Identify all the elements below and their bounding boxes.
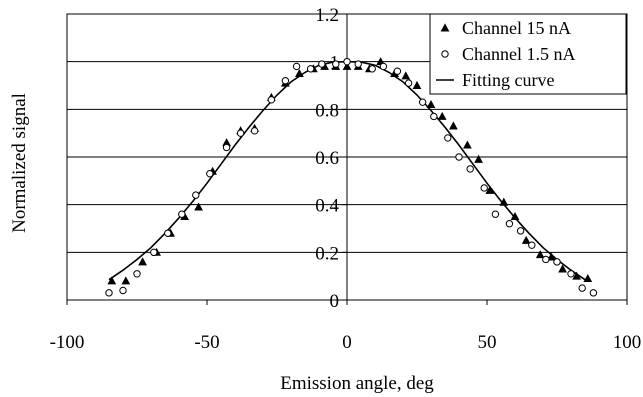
point-channel-1-5na-8 — [222, 143, 231, 152]
point-channel-1-5na-34 — [553, 258, 561, 266]
point-channel-1-5na-27 — [466, 165, 474, 173]
point-channel-1-5na-36 — [578, 284, 586, 292]
point-channel-15na-2 — [138, 257, 147, 266]
point-channel-1-5na-32 — [528, 241, 536, 249]
point-channel-1-5na-20 — [379, 62, 388, 71]
point-channel-15na-30 — [499, 197, 509, 206]
y-tick-label-3: 0.6 — [315, 148, 339, 169]
legend: Channel 15 nA Channel 1.5 nA Fitting cur… — [429, 13, 627, 95]
legend-entry-fitting-curve: Fitting curve — [462, 70, 555, 90]
point-channel-1-5na-4 — [164, 229, 172, 237]
x-axis-label: Emission angle, deg — [280, 373, 434, 394]
point-channel-1-5na-24 — [430, 112, 438, 121]
point-channel-1-5na-14 — [306, 65, 315, 73]
point-channel-1-5na-21 — [393, 67, 402, 75]
point-channel-1-5na-0 — [105, 289, 113, 297]
point-channel-15na-37 — [583, 273, 593, 282]
point-channel-15na-25 — [437, 111, 447, 120]
point-channel-1-5na-3 — [150, 248, 158, 257]
x-tick-label-0: -100 — [50, 332, 85, 353]
point-channel-1-5na-31 — [516, 227, 525, 235]
point-channel-1-5na-18 — [354, 60, 362, 68]
x-tick-label-1: -50 — [194, 332, 219, 353]
y-tick-label-2: 0.4 — [315, 196, 339, 217]
point-channel-15na-1 — [121, 276, 131, 285]
x-tick-label-2: 0 — [342, 332, 352, 353]
y-tick-label-6: 1.2 — [315, 5, 339, 26]
legend-entry-channel-15na: Channel 15 nA — [462, 18, 571, 38]
point-channel-1-5na-30 — [505, 220, 514, 228]
point-channel-1-5na-26 — [455, 153, 463, 161]
point-channel-15na-17 — [342, 61, 352, 70]
legend-triangle-marker — [440, 23, 450, 32]
point-channel-1-5na-10 — [250, 127, 259, 135]
point-channel-1-5na-6 — [192, 191, 200, 199]
point-channel-15na-31 — [510, 211, 520, 221]
point-channel-1-5na-33 — [542, 255, 550, 264]
point-channel-15na-33 — [535, 250, 545, 259]
point-channel-1-5na-16 — [332, 60, 340, 68]
point-channel-1-5na-15 — [318, 60, 326, 68]
point-channel-1-5na-28 — [480, 184, 488, 192]
point-channel-1-5na-37 — [589, 289, 598, 297]
point-channel-15na-23 — [412, 80, 422, 89]
point-channel-1-5na-9 — [236, 129, 245, 137]
data-marks — [105, 57, 598, 297]
point-channel-15na-32 — [521, 235, 531, 244]
legend-box — [429, 13, 627, 95]
point-channel-1-5na-12 — [281, 77, 290, 85]
x-tick-label-4: 100 — [613, 332, 642, 353]
point-channel-1-5na-19 — [368, 65, 376, 73]
point-channel-1-5na-5 — [178, 210, 186, 218]
point-channel-1-5na-23 — [418, 98, 427, 106]
point-channel-1-5na-22 — [404, 79, 413, 87]
point-channel-15na-27 — [463, 140, 472, 149]
point-channel-1-5na-25 — [444, 134, 452, 142]
point-channel-1-5na-11 — [267, 96, 276, 104]
point-channel-15na-22 — [401, 71, 411, 80]
point-channel-15na-13 — [295, 68, 304, 78]
point-channel-1-5na-1 — [119, 286, 127, 295]
point-channel-15na-35 — [558, 264, 567, 273]
point-channel-15na-24 — [426, 99, 436, 109]
point-channel-15na-26 — [449, 121, 458, 130]
point-channel-1-5na-13 — [292, 62, 301, 71]
y-tick-label-0: 0 — [330, 291, 340, 312]
point-channel-1-5na-29 — [491, 210, 500, 218]
y-tick-label-1: 0.2 — [315, 243, 339, 264]
point-channel-15na-28 — [474, 154, 483, 163]
point-channel-15na-36 — [572, 271, 581, 280]
x-tick-label-3: 50 — [478, 332, 497, 353]
point-channel-15na-8 — [222, 138, 231, 147]
point-channel-1-5na-35 — [567, 270, 575, 278]
legend-entry-channel-1-5na: Channel 1.5 nA — [462, 44, 575, 64]
y-axis-label: Normalized signal — [9, 93, 30, 233]
point-channel-1-5na-7 — [206, 169, 214, 178]
legend-circle-marker — [441, 50, 449, 58]
y-tick-label-4: 0.8 — [315, 100, 339, 121]
axes — [66, 13, 628, 305]
point-channel-1-5na-2 — [133, 270, 141, 278]
point-channel-1-5na-17 — [343, 57, 351, 66]
point-channel-15na-29 — [485, 185, 495, 194]
point-channel-15na-6 — [194, 202, 203, 211]
point-channel-15na-0 — [107, 276, 117, 285]
